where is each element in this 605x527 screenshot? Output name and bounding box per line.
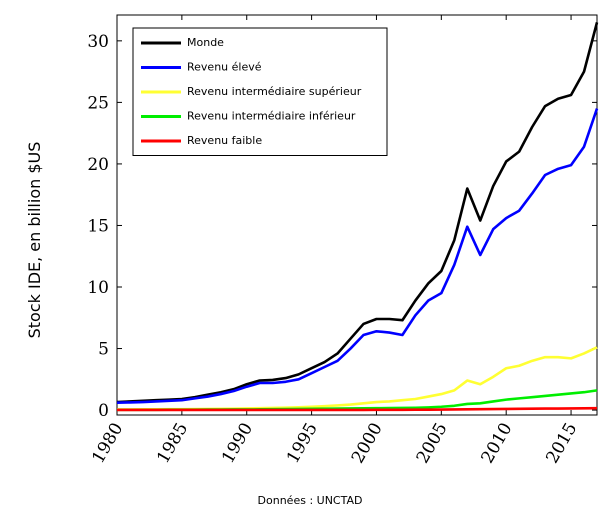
y-tick-label: 30	[87, 32, 109, 52]
plot-frame	[116, 14, 598, 416]
y-tick-label: 0	[98, 401, 109, 421]
x-tick-label: 1985	[153, 420, 192, 467]
x-tick-label: 1980	[88, 420, 127, 467]
series-line	[116, 108, 599, 404]
legend-label: Revenu intermédiaire supérieur	[187, 85, 362, 98]
series-line	[116, 22, 599, 404]
x-tick-label: 2015	[542, 420, 581, 467]
x-tick-label: 1995	[283, 420, 322, 467]
x-tick-label: 1990	[218, 420, 257, 467]
x-tick-label: 2000	[348, 420, 387, 467]
series-line	[117, 406, 598, 412]
legend-label: Revenu élevé	[187, 61, 262, 74]
y-axis-label: Stock IDE, en billion $US	[25, 142, 44, 339]
y-tick-label: 20	[87, 155, 109, 175]
legend-label: Revenu faible	[187, 134, 262, 147]
source: Données : UNCTAD	[258, 494, 363, 507]
x-tick-label: 2010	[478, 420, 517, 467]
y-tick-label: 10	[87, 278, 109, 298]
y-tick-label: 5	[98, 340, 109, 360]
legend-label: Revenu intermédiaire inférieur	[187, 110, 356, 123]
legend: Monde Revenu élevé Revenu intermédiaire su…	[132, 27, 388, 156]
legend-label: Monde	[187, 36, 224, 49]
x-tick-label: 2005	[413, 420, 452, 467]
y-tick-label: 15	[87, 216, 109, 236]
y-tick-label: 25	[87, 93, 109, 113]
